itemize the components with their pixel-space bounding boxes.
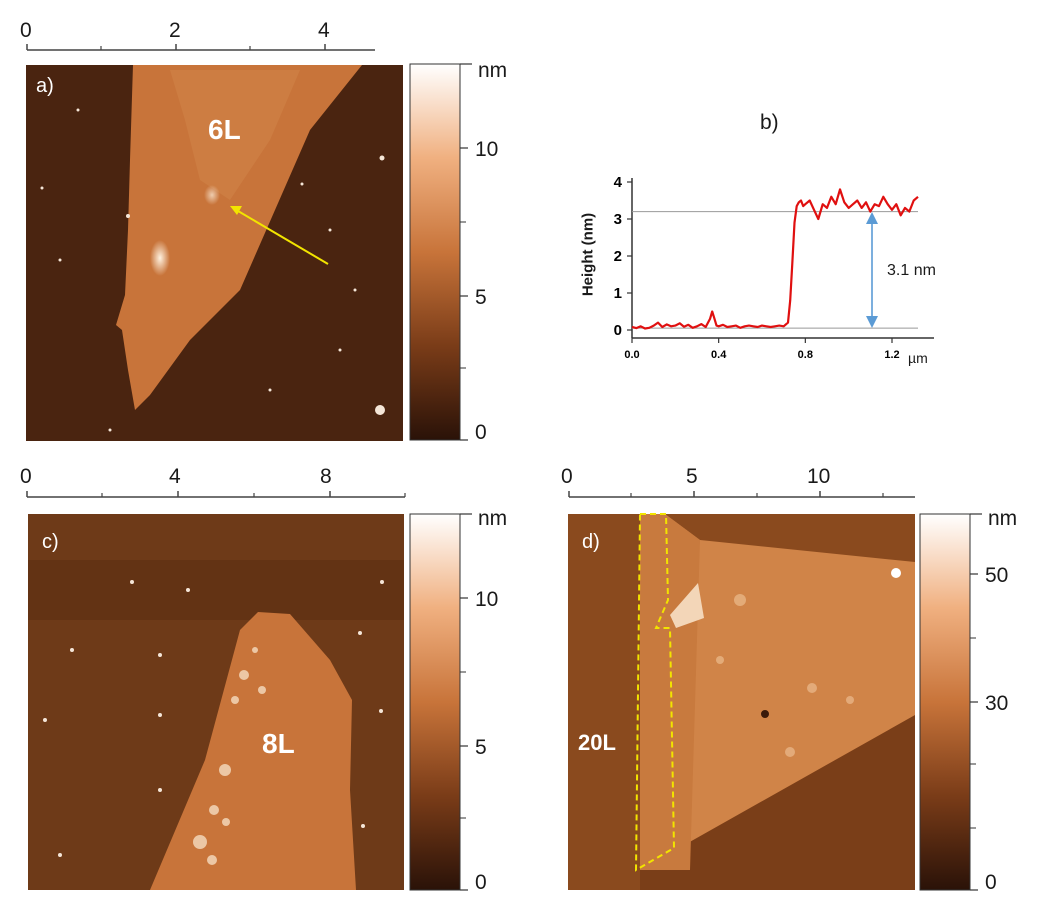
x-tick-label: 0.0 (624, 349, 639, 361)
thickness-annotation: 3.1 nm (887, 262, 936, 279)
colorbar-unit-c: nm (478, 507, 508, 530)
top-tick-a-2: 4 (318, 19, 330, 42)
top-tick-c-1: 4 (169, 465, 181, 488)
colorbar-unit-a: nm (478, 59, 508, 82)
y-tick-label: 3 (614, 211, 622, 228)
colorbar-tick-c-0: 10 (475, 588, 499, 611)
colorbar-tick-a-0: 10 (475, 138, 499, 161)
y-tick-label: 2 (614, 248, 622, 265)
top-tick-d-1: 5 (686, 465, 698, 488)
colorbar-tick-d-2: 0 (985, 871, 997, 894)
profile-series-line (631, 188, 919, 330)
colorbar-tick-c-2: 0 (475, 871, 487, 894)
panel-label-a: a) (36, 75, 54, 97)
colorbar-unit-d: nm (988, 507, 1018, 530)
top-tick-a-0: 0 (20, 19, 32, 42)
top-tick-d-2: 10 (807, 465, 831, 488)
colorbar-tick-a-2: 0 (475, 421, 487, 444)
flake-label-20l: 20L (578, 730, 616, 755)
colorbar-tick-d-1: 30 (985, 692, 1009, 715)
colorbar-tick-d-0: 50 (985, 564, 1009, 587)
colorbar-tick-c-1: 5 (475, 736, 487, 759)
top-tick-a-1: 2 (169, 19, 181, 42)
panel-label-d: d) (582, 531, 600, 553)
flake-label-6l: 6L (208, 114, 241, 145)
colorbar-tick-a-1: 5 (475, 286, 487, 309)
x-tick-label: 0.4 (711, 349, 727, 361)
x-tick-label: 0.8 (798, 349, 813, 361)
y-tick-label: 0 (614, 322, 622, 339)
y-tick-label: 4 (614, 174, 623, 191)
top-tick-d-0: 0 (561, 465, 573, 488)
top-tick-c-2: 8 (320, 465, 332, 488)
flake-label-8l: 8L (262, 728, 295, 759)
top-tick-c-0: 0 (20, 465, 32, 488)
y-tick-label: 1 (614, 285, 622, 302)
panel-label-b: b) (760, 111, 779, 134)
x-axis-unit: µm (908, 350, 928, 366)
panel-label-c: c) (42, 531, 59, 553)
x-tick-label: 1.2 (884, 349, 899, 361)
